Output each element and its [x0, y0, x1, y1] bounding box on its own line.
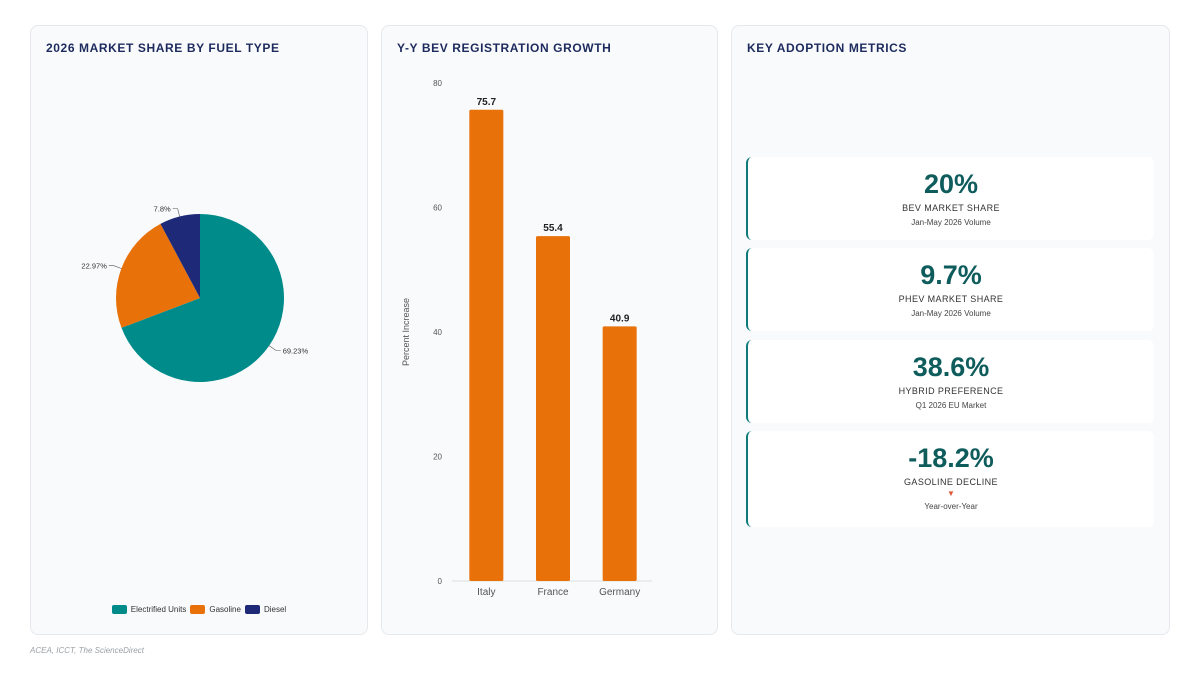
- y-tick-label: 40: [433, 328, 442, 337]
- pie-chart: 69.23% 22.97% 7.8%: [81, 205, 309, 382]
- y-axis-label: Percent Increase: [401, 298, 411, 366]
- pie-label-leader: [108, 265, 122, 269]
- y-tick-label: 60: [433, 204, 442, 213]
- pie-chart-title: 2026 MARKET SHARE BY FUEL TYPE: [46, 41, 280, 55]
- bar-germany: [602, 326, 637, 581]
- metric-label: HYBRID PREFERENCE: [898, 386, 1004, 396]
- pie-label-leader: [172, 208, 180, 217]
- x-tick-label: Italy: [477, 587, 495, 598]
- metric-label: PHEV MARKET SHARE: [898, 294, 1004, 304]
- metric-subtext: Jan-May 2026 Volume: [911, 309, 991, 318]
- bar-france: [536, 236, 570, 581]
- metric-card-hybrid: 38.6% HYBRID PREFERENCE Q1 2026 EU Marke…: [746, 340, 1154, 423]
- metric-subtext: Jan-May 2026 Volume: [911, 218, 991, 227]
- legend-item[interactable]: Gasoline: [190, 605, 241, 614]
- down-arrow-icon: ▼: [947, 489, 955, 498]
- x-tick-label: France: [537, 587, 569, 598]
- legend-item[interactable]: Electrified Units: [111, 605, 187, 614]
- legend-swatch: [244, 605, 260, 614]
- y-tick-label: 80: [433, 79, 442, 88]
- legend-label: Electrified Units: [130, 605, 187, 614]
- legend-swatch: [111, 605, 127, 614]
- metric-value: 20%: [923, 169, 979, 199]
- pie-label-leader: [268, 345, 281, 351]
- legend-swatch: [190, 605, 206, 614]
- metrics-panel: KEY ADOPTION METRICS 20% BEV MARKET SHAR…: [731, 25, 1170, 635]
- legend-label: Diesel: [263, 605, 287, 614]
- metric-card-gasoline: -18.2% GASOLINE DECLINE ▼ Year-over-Year: [746, 431, 1154, 527]
- bar-chart: 0 20 40 60 80 Percent Increase 75.7 Italy 55.4 Fr…: [401, 79, 652, 598]
- pie-data-label: 69.23%: [283, 346, 309, 355]
- bar-value-label: 40.9: [610, 313, 630, 324]
- bar-chart-panel: Y-Y BEV REGISTRATION GROWTH 0 20 40 60 80 Per…: [381, 25, 718, 635]
- source-note: ACEA, ICCT, The ScienceDirect: [30, 646, 144, 655]
- metric-value: -18.2%: [908, 443, 994, 473]
- metric-card-phev: 9.7% PHEV MARKET SHARE Jan-May 2026 Volu…: [746, 248, 1154, 331]
- metric-card-bev: 20% BEV MARKET SHARE Jan-May 2026 Volume: [746, 157, 1154, 240]
- metric-label: GASOLINE DECLINE: [904, 477, 998, 487]
- x-tick-label: Germany: [599, 587, 640, 598]
- pie-data-label: 7.8%: [154, 205, 171, 214]
- bar-chart-title: Y-Y BEV REGISTRATION GROWTH: [397, 41, 612, 55]
- metric-subtext: Year-over-Year: [924, 502, 978, 511]
- pie-slice-diesel: [160, 214, 200, 298]
- metric-label: BEV MARKET SHARE: [902, 203, 1000, 213]
- metric-value: 9.7%: [920, 260, 982, 290]
- pie-slice-gasoline: [116, 223, 200, 328]
- legend-label: Gasoline: [209, 605, 241, 614]
- pie-chart-panel: 2026 MARKET SHARE BY FUEL TYPE 69.23% 22.…: [30, 25, 368, 635]
- legend-item[interactable]: Diesel: [244, 605, 287, 614]
- bar-value-label: 75.7: [477, 97, 497, 108]
- y-tick-label: 20: [433, 453, 442, 462]
- y-tick-label: 0: [438, 577, 443, 586]
- bar-italy: [469, 109, 504, 581]
- metrics-title: KEY ADOPTION METRICS: [747, 41, 908, 55]
- pie-legend: Electrified Units Gasoline Diesel: [31, 605, 367, 614]
- pie-slice-electrified-units: [121, 214, 284, 382]
- metric-subtext: Q1 2026 EU Market: [915, 401, 987, 410]
- bar-value-label: 55.4: [543, 223, 563, 234]
- pie-data-label: 22.97%: [81, 262, 107, 271]
- metric-value: 38.6%: [912, 352, 990, 382]
